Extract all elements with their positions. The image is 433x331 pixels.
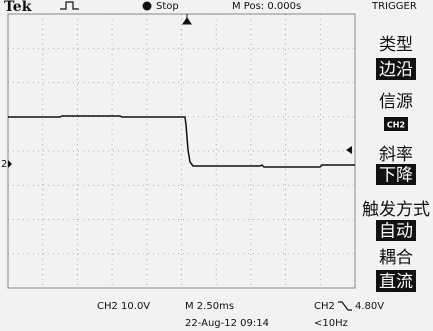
trigger-level: 4.80V: [355, 301, 384, 312]
channel-marker: 2: [1, 159, 7, 170]
menu-value: 下降: [379, 166, 413, 186]
menu-value: 边沿: [379, 60, 413, 80]
trigger-source: CH2: [314, 301, 335, 312]
brand: Tek: [4, 0, 32, 15]
date-time: 22-Aug-12 09:14: [185, 318, 269, 329]
menu-label: 耦合: [379, 248, 413, 268]
menu-value: 直流: [379, 272, 413, 292]
menu-label: 信源: [379, 92, 413, 112]
menu-title: TRIGGER: [371, 1, 417, 12]
menu-value: 自动: [379, 222, 413, 242]
menu-value: CH2: [387, 121, 405, 130]
menu-label: 类型: [379, 35, 413, 55]
horizontal-position: M Pos: 0.000s: [232, 1, 301, 12]
time-scale: M 2.50ms: [185, 301, 234, 312]
status: Stop: [156, 1, 179, 12]
menu-label: 斜率: [379, 145, 413, 165]
oscilloscope-screen: Tek Stop M Pos: 0.000s TRIGGER 2 类型边沿信源 C…: [0, 0, 433, 331]
status-dot: [143, 2, 152, 11]
trigger-frequency: <10Hz: [314, 318, 348, 329]
menu-label: 触发方式: [362, 200, 430, 220]
channel-scale: CH2 10.0V: [97, 301, 150, 312]
